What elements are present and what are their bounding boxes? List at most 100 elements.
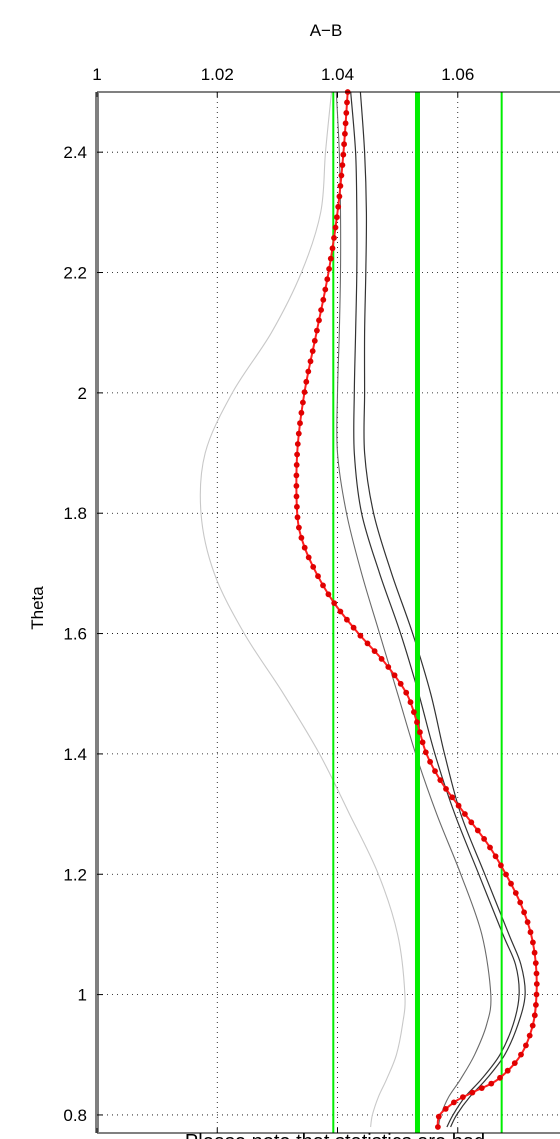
main-series-point (478, 1085, 485, 1091)
main-series-point (533, 991, 540, 998)
main-series-point (474, 827, 481, 834)
main-series-point (364, 640, 371, 647)
main-series-point (427, 758, 433, 765)
main-series-point (342, 130, 348, 137)
main-series-point (385, 664, 392, 670)
annotation-text: Please note that statistics are bad (185, 1131, 485, 1139)
main-series-point (337, 183, 344, 189)
main-series-point (298, 409, 305, 416)
main-series-point (419, 739, 426, 746)
main-series-point (435, 1124, 441, 1130)
main-series-point (378, 656, 385, 662)
main-series-point (294, 451, 300, 458)
main-series-point (397, 680, 404, 687)
reference-lines (332, 92, 503, 1133)
main-series-point (293, 462, 300, 468)
main-series-point (310, 564, 317, 570)
main-series-point (335, 203, 342, 210)
y-tick-label: 1 (78, 986, 87, 1005)
main-series-point (403, 689, 410, 696)
main-series-point (339, 162, 346, 169)
main-series-point (533, 981, 540, 987)
main-series-point (530, 939, 536, 946)
band-mid-line (335, 91, 492, 1128)
main-series-point (531, 1012, 538, 1019)
main-series-point (342, 120, 349, 127)
main-series-point (437, 777, 444, 783)
main-series-point (322, 286, 329, 293)
main-series-point (337, 608, 344, 615)
main-series-point (326, 266, 332, 272)
main-series-point (318, 307, 324, 313)
main-series-point (411, 709, 417, 715)
main-series-point (508, 880, 514, 887)
main-series-point (301, 389, 308, 395)
main-series-point (391, 672, 398, 679)
main-series-point (488, 1080, 495, 1087)
main-series-point (294, 503, 300, 510)
plot-frame (95, 91, 560, 1134)
main-series-point (301, 544, 308, 551)
main-series (293, 89, 540, 1130)
chart-title: A−B (310, 21, 343, 40)
main-series-point (332, 224, 339, 231)
main-series-point (481, 836, 487, 842)
main-series-point (469, 1089, 476, 1096)
main-series-point (316, 317, 322, 324)
main-series-point (307, 358, 314, 365)
main-series-point (300, 399, 306, 406)
main-series-point (331, 235, 337, 241)
y-tick-label: 0.8 (63, 1106, 87, 1125)
main-series-point (407, 699, 414, 706)
main-series-point (320, 296, 327, 303)
main-series-point (341, 141, 347, 148)
band-dark-1-line (359, 91, 526, 1128)
main-series-point (524, 919, 531, 925)
main-series-point (511, 1060, 518, 1066)
main-series-point (329, 245, 336, 252)
main-series-point (315, 573, 321, 580)
main-series-point (487, 844, 493, 851)
main-series-point (462, 811, 468, 817)
x-tick-label: 1 (92, 65, 101, 84)
main-series-point (294, 441, 301, 447)
y-tick-label: 1.4 (63, 745, 87, 764)
main-series-point (297, 420, 303, 427)
main-series-point (293, 472, 300, 479)
main-series-point (460, 1094, 466, 1100)
band-curves (199, 91, 526, 1128)
main-series-point (303, 378, 310, 385)
main-series-point (296, 524, 302, 531)
main-series-point (498, 862, 504, 869)
main-series-point (526, 1032, 533, 1039)
main-series-point (531, 949, 538, 956)
main-series-point (295, 430, 302, 437)
main-series-point (449, 794, 456, 801)
main-series-point (305, 554, 312, 561)
main-series-point (442, 1106, 449, 1112)
main-series-point (344, 99, 350, 106)
x-tick-label: 1.02 (201, 65, 234, 84)
main-series-point (336, 193, 343, 200)
main-series-point (320, 582, 326, 589)
main-series-point (497, 1074, 503, 1081)
main-series-point (529, 1022, 536, 1029)
main-series-point (340, 151, 347, 158)
main-series-point (324, 276, 331, 283)
y-tick-label: 2.4 (63, 143, 87, 162)
main-series-point (521, 909, 527, 916)
main-series-point (422, 749, 429, 756)
main-series-point (309, 348, 316, 354)
main-series-point (532, 960, 539, 966)
main-series-point (343, 110, 350, 116)
main-series-point (455, 802, 462, 809)
main-series-point (435, 1113, 442, 1120)
band-light-line (199, 91, 406, 1128)
x-tick-label: 1.06 (441, 65, 474, 84)
y-tick-label: 1.8 (63, 504, 87, 523)
main-series-point (371, 648, 378, 654)
main-series-point (325, 591, 332, 598)
band-dark-2-line (350, 91, 520, 1128)
main-series-point (311, 337, 318, 344)
